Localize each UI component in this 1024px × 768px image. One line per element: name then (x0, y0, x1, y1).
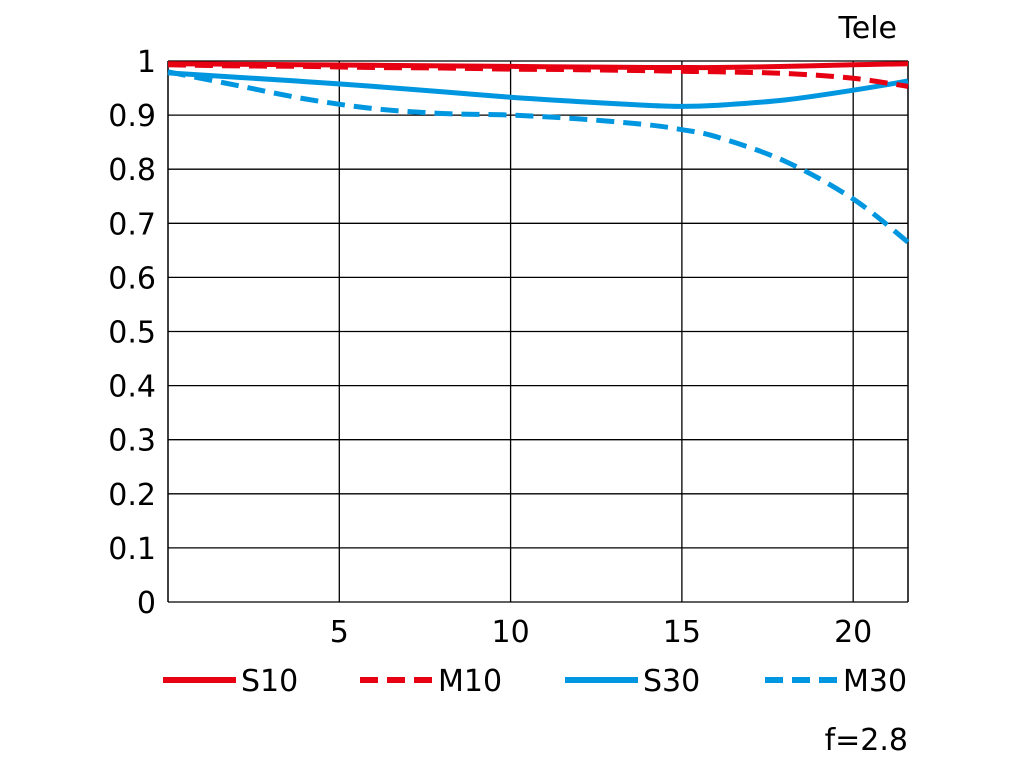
y-tick-label: 0.4 (108, 370, 156, 405)
x-tick-label: 20 (834, 615, 872, 650)
grid (167, 60, 909, 603)
series-line-s30 (167, 70, 909, 109)
y-tick-label: 0.2 (108, 478, 156, 513)
x-axis-ticks: 5 10 15 20 (330, 615, 873, 650)
series-line-m30 (167, 69, 910, 245)
aperture-label: f=2.8 (825, 723, 908, 758)
legend-label-s10: S10 (241, 664, 298, 699)
chart-title: Tele (838, 11, 897, 46)
y-tick-label: 0 (137, 586, 156, 621)
series-line-s10 (167, 61, 909, 71)
y-tick-label: 0.8 (108, 153, 156, 188)
y-axis-ticks: 0 0.1 0.2 0.3 0.4 0.5 0.6 0.7 0.8 0.9 1 (108, 45, 156, 621)
legend-label-m10: M10 (438, 664, 502, 699)
legend-label-m30: M30 (843, 664, 907, 699)
x-tick-label: 15 (663, 615, 701, 650)
y-tick-label: 0.7 (108, 207, 156, 242)
series-lines (167, 61, 910, 245)
legend-label-s30: S30 (643, 664, 700, 699)
y-tick-label: 0.3 (108, 424, 156, 459)
y-tick-label: 0.5 (108, 316, 156, 351)
x-tick-label: 10 (491, 615, 529, 650)
y-tick-label: 0.6 (108, 261, 156, 296)
y-tick-label: 1 (137, 45, 156, 80)
y-tick-label: 0.9 (108, 99, 156, 134)
y-tick-label: 0.1 (108, 532, 156, 567)
legend: S10 M10 S30 M30 (163, 664, 907, 699)
x-tick-label: 5 (330, 615, 349, 650)
